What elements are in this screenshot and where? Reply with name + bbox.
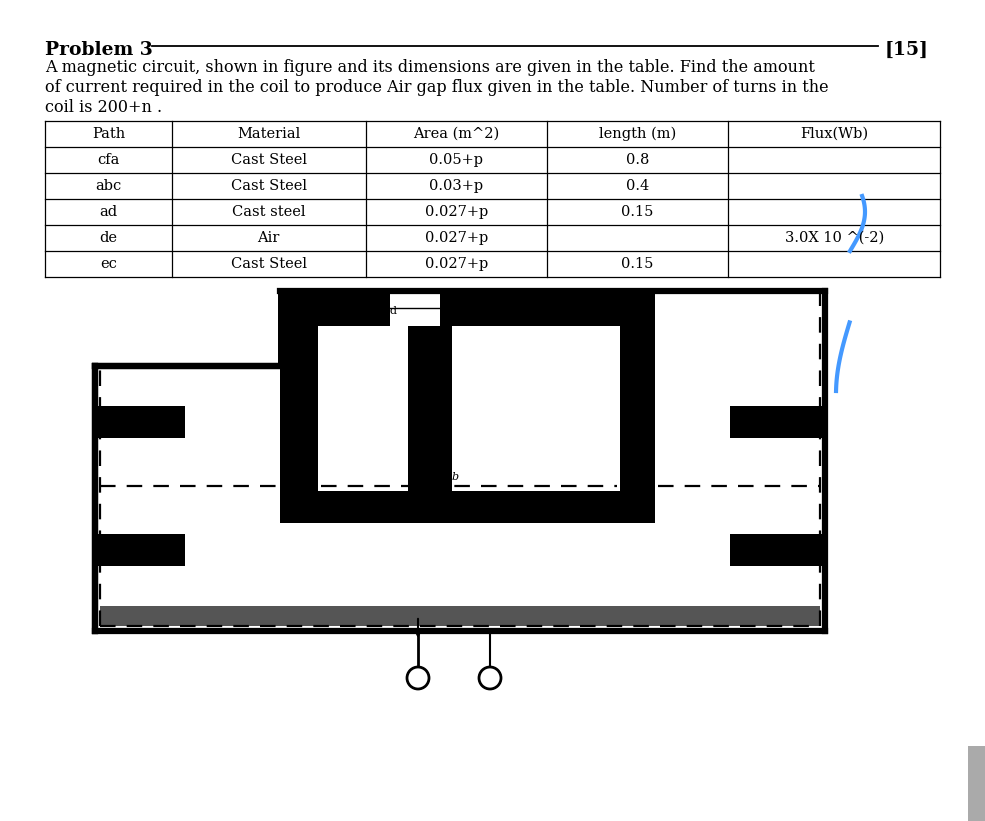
- Text: d: d: [389, 306, 397, 316]
- Text: Area (m^2): Area (m^2): [413, 127, 499, 141]
- Text: ad: ad: [99, 205, 117, 219]
- Text: de: de: [99, 231, 117, 245]
- Text: ec: ec: [100, 257, 117, 271]
- Text: A magnetic circuit, shown in figure and its dimensions are given in the table. F: A magnetic circuit, shown in figure and …: [45, 59, 815, 76]
- Text: Cast Steel: Cast Steel: [230, 153, 306, 167]
- Text: 0.15: 0.15: [622, 257, 654, 271]
- Bar: [730, 534, 825, 566]
- Bar: [95, 534, 185, 566]
- Text: abc: abc: [96, 179, 121, 193]
- Bar: [968, 746, 985, 821]
- Text: Material: Material: [237, 127, 300, 141]
- Text: length (m): length (m): [599, 126, 677, 141]
- Text: [15]: [15]: [885, 41, 929, 59]
- Bar: [280, 326, 318, 491]
- Text: 0.03+p: 0.03+p: [429, 179, 484, 193]
- Bar: [440, 291, 655, 326]
- Text: 3.0X 10 ^(-2): 3.0X 10 ^(-2): [784, 231, 884, 245]
- Text: b: b: [451, 472, 459, 482]
- Bar: [408, 326, 452, 491]
- Text: 0.027+p: 0.027+p: [425, 205, 488, 219]
- Text: 0.4: 0.4: [626, 179, 649, 193]
- Text: 0.15: 0.15: [622, 205, 654, 219]
- Text: Problem 3: Problem 3: [45, 41, 153, 59]
- Text: Flux(Wb): Flux(Wb): [800, 127, 868, 141]
- Text: Air: Air: [257, 231, 280, 245]
- Bar: [730, 406, 825, 438]
- Bar: [280, 291, 390, 326]
- Text: 0.8: 0.8: [625, 153, 649, 167]
- Text: 0.027+p: 0.027+p: [425, 231, 488, 245]
- Text: a: a: [297, 350, 304, 363]
- Bar: [280, 491, 655, 523]
- Bar: [620, 326, 655, 491]
- Text: of current required in the coil to produce Air gap flux given in the table. Numb: of current required in the coil to produ…: [45, 79, 828, 96]
- Text: c: c: [643, 350, 650, 363]
- Text: Cast Steel: Cast Steel: [230, 179, 306, 193]
- Text: coil is 200+n .: coil is 200+n .: [45, 99, 163, 116]
- Text: Cast Steel: Cast Steel: [230, 257, 306, 271]
- Text: Cast steel: Cast steel: [232, 205, 305, 219]
- Text: Path: Path: [92, 127, 125, 141]
- Bar: [95, 406, 185, 438]
- Text: 0.05+p: 0.05+p: [429, 153, 484, 167]
- Text: 0.027+p: 0.027+p: [425, 257, 488, 271]
- Text: cfa: cfa: [98, 153, 120, 167]
- Bar: [100, 606, 820, 626]
